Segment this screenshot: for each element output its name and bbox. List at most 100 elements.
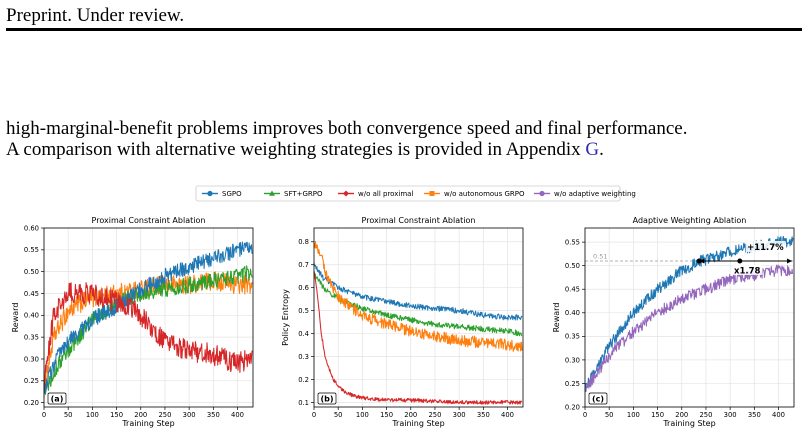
panel-label-box [317,392,337,405]
x-tick-label-6: 300 [453,411,466,419]
reference-label: 0.51 [593,252,607,260]
y-tick-label-7: 0.55 [565,239,580,247]
y-axis-label: Policy Entropy [281,289,290,346]
plot-frame [584,227,795,408]
body-paragraph: high-marginal-benefit problems improves … [6,118,806,160]
chart-title: Proximal Constraint Ablation [362,216,476,225]
legend-marker-3 [429,191,435,196]
panel-a-reward-chart: 0 50 100 150 200 250 300 350 400 0.20 0.25 0.30 0.35… [11,216,254,428]
legend-label-1: SFT+GRPO [284,190,323,198]
series-line-2 [43,241,253,394]
x-tick-label-0: 0 [42,411,46,419]
x-tick-label-4: 200 [404,411,417,419]
x-tick-label-6: 300 [724,411,737,419]
chart-title: Proximal Constraint Ablation [92,216,206,225]
x-tick-label-1: 50 [334,411,343,419]
panel-label: (c) [592,395,604,404]
annotation-point-mid [737,258,743,264]
x-tick-label-8: 400 [231,411,244,419]
y-tick-label-4: 0.40 [24,312,39,320]
x-tick-label-3: 150 [110,411,123,419]
series-line-0 [313,262,523,321]
y-tick-label-2: 0.3 [298,353,309,361]
x-tick-label-2: 100 [627,411,640,419]
annotation-arrow-right [787,258,793,264]
x-tick-label-4: 200 [134,411,147,419]
x-tick-label-7: 350 [748,411,761,419]
y-tick-label-3: 0.4 [298,330,309,338]
x-tick-label-8: 400 [772,411,785,419]
y-tick-label-2: 0.30 [24,355,39,363]
annotation-bg-1 [745,240,786,252]
y-tick-label-6: 0.7 [298,261,309,269]
x-tick-label-6: 300 [183,411,196,419]
y-tick-label-3: 0.35 [24,334,39,342]
series-line-2 [313,240,523,352]
y-tick-label-8: 0.60 [24,224,39,232]
x-tick-label-4: 200 [675,411,688,419]
legend-label-4: w/o adaptive weighting [554,190,636,198]
paragraph-line-2-text: A comparison with alternative weighting … [6,139,586,160]
y-tick-label-5: 0.45 [24,290,39,298]
x-tick-label-7: 350 [207,411,220,419]
x-tick-label-8: 400 [501,411,514,419]
paragraph-line-2-end: . [599,139,604,160]
panel-c-adaptive-weighting-chart: 0.51 +11.7% x1.78 0 50 100 150 200 250 300 350 400 0… [552,216,795,428]
series-line-3 [313,271,523,405]
x-axis-label: Training Step [391,419,444,428]
y-tick-label-7: 0.8 [298,238,309,246]
annotation-text-gain: +11.7% [747,243,784,253]
panel-label: (b) [320,395,333,404]
series-line-0 [584,235,794,392]
legend-box [195,185,621,202]
series-line-1 [584,264,794,393]
legend-label-0: SGPO [222,190,242,198]
annotation-point-left [696,258,702,264]
legend-marker-1 [269,190,275,196]
legend-label-3: w/o autonomous GRPO [444,190,525,198]
y-tick-label-5: 0.6 [298,284,309,292]
x-tick-label-5: 250 [699,411,712,419]
y-axis-label: Reward [552,303,561,333]
x-tick-label-2: 100 [86,411,99,419]
y-tick-label-5: 0.45 [565,286,580,294]
ablation-figure: SGPO SFT+GRPO w/o all proximal w/o autonomo… [11,185,795,428]
paragraph-line-2: A comparison with alternative weighting … [6,139,806,160]
annotation-text-speedup: x1.78 [734,266,761,276]
series-line-3 [43,282,253,391]
appendix-link[interactable]: G [585,139,600,160]
y-tick-label-0: 0.20 [24,399,39,407]
legend-marker-0 [207,190,213,197]
x-tick-label-7: 350 [477,411,490,419]
x-tick-label-1: 50 [605,411,614,419]
x-tick-label-5: 250 [158,411,171,419]
x-tick-label-3: 150 [651,411,664,419]
x-tick-label-3: 150 [380,411,393,419]
header-rule [6,28,802,31]
y-axis-label: Reward [11,303,20,333]
legend: SGPO SFT+GRPO w/o all proximal w/o autonomo… [195,185,636,202]
series-line-1 [313,271,523,337]
x-tick-label-2: 100 [356,411,369,419]
x-tick-label-5: 250 [428,411,441,419]
panel-b-entropy-chart: 0 50 100 150 200 250 300 350 400 0.1 0.2 0.3 0.4 0.5 0… [281,216,524,428]
panel-label: (a) [51,395,64,404]
panel-label-box [47,392,67,405]
x-axis-label: Training Step [121,419,174,428]
y-tick-label-4: 0.5 [298,307,309,315]
y-tick-label-7: 0.55 [24,246,39,254]
x-tick-label-1: 50 [64,411,73,419]
page-header: Preprint. Under review. [6,5,185,26]
legend-marker-2 [343,190,349,197]
chart-title: Adaptive Weighting Ablation [633,216,747,225]
y-tick-label-0: 0.1 [298,399,309,407]
y-tick-label-1: 0.25 [24,377,39,385]
y-tick-label-2: 0.30 [565,356,580,364]
annotation-bg-2 [732,264,763,275]
paragraph-line-1: high-marginal-benefit problems improves … [6,118,688,139]
y-tick-label-6: 0.50 [24,268,39,276]
plot-frame [43,227,254,408]
series-line-1 [43,265,253,395]
legend-marker-4 [539,190,545,197]
x-tick-label-0: 0 [312,411,316,419]
